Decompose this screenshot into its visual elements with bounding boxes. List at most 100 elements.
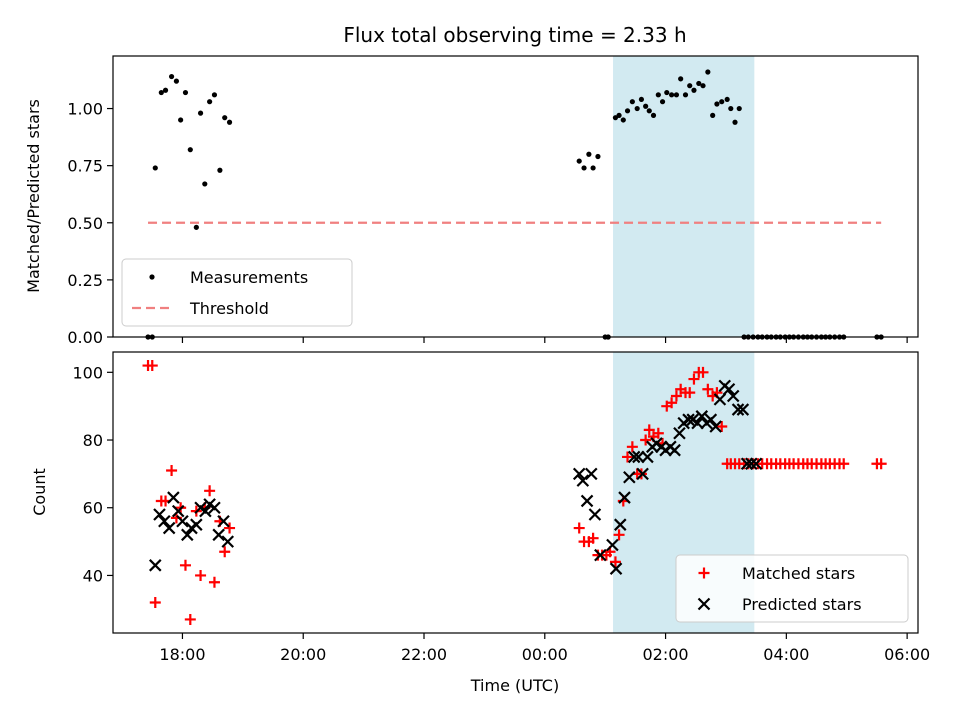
matched-star-point — [146, 360, 158, 372]
matched-star-point — [166, 464, 178, 476]
measurement-point — [576, 158, 582, 164]
measurement-point — [696, 80, 702, 87]
predicted-star-point — [736, 403, 750, 416]
measurement-point — [634, 105, 640, 112]
predicted-star-point — [713, 393, 727, 406]
y-tick-label: 80 — [83, 431, 103, 450]
x-tick-label: 18:00 — [159, 645, 205, 664]
predicted-star-point — [585, 467, 598, 481]
legend-label: Predicted stars — [742, 595, 862, 614]
matched-star-point — [179, 559, 191, 571]
measurement-point — [643, 103, 649, 109]
predicted-star-point — [580, 494, 594, 508]
matched-star-point — [208, 576, 220, 588]
measurement-point — [162, 87, 169, 93]
y-tick-label: 0.25 — [67, 271, 103, 290]
measurement-point — [193, 224, 199, 230]
matched-star-point — [702, 383, 714, 395]
measurement-point — [728, 105, 734, 112]
matched-star-point — [195, 569, 207, 581]
matched-star-point — [613, 529, 625, 541]
predicted-star-point — [190, 518, 203, 531]
predicted-star-point — [613, 518, 627, 531]
predicted-star-point — [618, 491, 631, 504]
matched-star-point — [219, 546, 231, 558]
matched-star-point — [688, 373, 700, 385]
axes-frame — [112, 55, 919, 338]
legend-box — [121, 258, 353, 327]
measurement-point — [173, 78, 180, 84]
matched-star-point — [643, 424, 655, 436]
legend-label: Threshold — [189, 299, 269, 318]
bottom-y-axis-label: Count — [30, 468, 49, 516]
predicted-star-point — [740, 457, 754, 471]
matched-star-point — [652, 427, 664, 439]
measurement-point — [732, 119, 738, 125]
matched-star-point — [684, 387, 696, 399]
x-tick-label: 02:00 — [643, 645, 689, 664]
measurement-point — [673, 92, 680, 98]
legend-matched-swatch — [698, 567, 710, 579]
x-tick-label: 06:00 — [884, 645, 930, 664]
measurement-point — [595, 153, 601, 160]
measurement-point — [719, 99, 725, 105]
x-axis-label: Time (UTC) — [470, 676, 559, 695]
measurement-point — [616, 112, 622, 118]
highlight-span — [613, 56, 755, 337]
predicted-star-point — [217, 514, 230, 528]
matched-star-point — [626, 441, 638, 453]
measurement-point — [226, 119, 233, 125]
predicted-star-point — [221, 535, 235, 548]
measurement-point — [586, 151, 592, 157]
predicted-star-point — [171, 504, 185, 518]
y-tick-label: 60 — [83, 499, 103, 518]
predicted-star-point — [623, 470, 636, 484]
predicted-star-point — [153, 508, 166, 521]
measurement-point — [152, 165, 158, 171]
measurement-point — [655, 92, 661, 98]
predicted-star-point — [199, 504, 212, 518]
measurement-point — [646, 108, 652, 114]
predicted-star-point — [749, 457, 763, 471]
measurement-point — [650, 112, 657, 118]
legend-predicted-swatch — [697, 597, 711, 611]
measurement-point — [197, 110, 204, 116]
measurement-point — [178, 117, 184, 123]
predicted-star-point — [606, 538, 619, 552]
predicted-star-point — [208, 501, 221, 515]
predicted-star-point — [627, 450, 641, 464]
y-tick-label: 100 — [72, 363, 103, 382]
predicted-star-point — [722, 382, 736, 396]
predicted-star-point — [162, 521, 176, 535]
matched-star-point — [838, 458, 850, 470]
measurement-point — [687, 83, 693, 89]
predicted-star-point — [726, 389, 740, 403]
predicted-star-point — [641, 450, 654, 464]
x-tick-label: 22:00 — [401, 645, 447, 664]
predicted-star-point — [176, 514, 189, 528]
measurement-point — [669, 92, 675, 98]
predicted-star-point — [167, 491, 180, 504]
measurement-point — [638, 96, 645, 103]
measurement-point — [624, 108, 631, 114]
predicted-star-point — [731, 403, 745, 416]
matched-star-point — [609, 556, 621, 568]
measurement-point — [168, 73, 175, 80]
predicted-star-point — [636, 467, 649, 481]
measurement-point — [620, 117, 626, 123]
matched-star-point — [666, 397, 678, 409]
top-chart-title: Flux total observing time = 2.33 h — [343, 23, 686, 47]
predicted-star-point — [691, 416, 704, 430]
matched-star-point — [184, 613, 196, 625]
matched-star-point — [204, 485, 216, 497]
y-tick-label: 0.75 — [67, 157, 103, 176]
legend-box — [675, 554, 909, 623]
measurement-point — [187, 147, 193, 153]
matched-star-point — [622, 451, 634, 463]
matched-star-point — [670, 390, 682, 402]
predicted-star-point — [682, 413, 695, 426]
y-tick-label: 0.50 — [67, 214, 103, 233]
predicted-star-point — [709, 420, 722, 433]
matched-star-point — [587, 532, 599, 544]
